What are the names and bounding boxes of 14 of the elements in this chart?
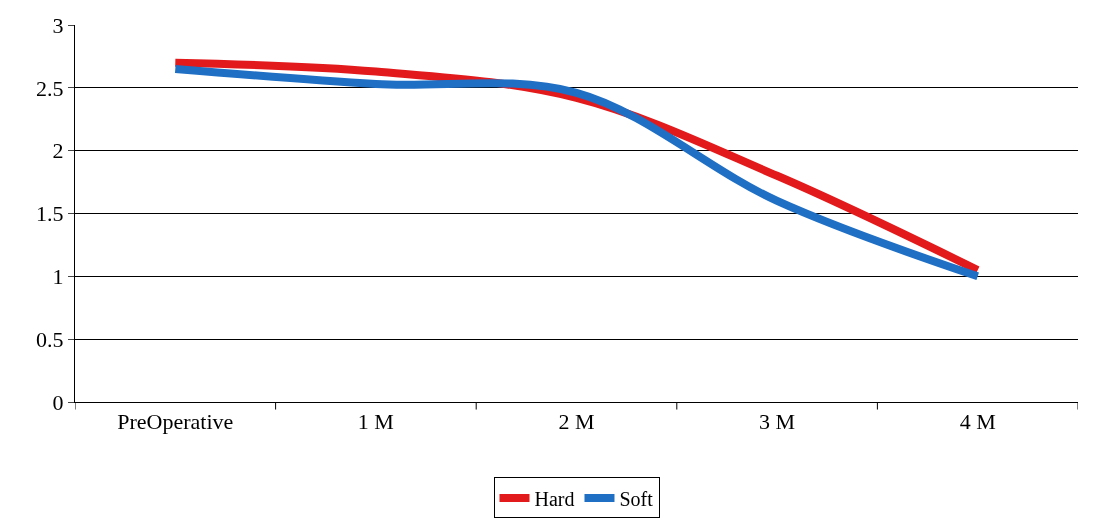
x-tick-label: PreOperative [117, 409, 234, 435]
y-tick-label: 0 [52, 389, 64, 415]
y-tick-label: 1 [52, 264, 64, 290]
legend-label: Soft [619, 487, 654, 510]
y-tick-label: 1.5 [36, 201, 64, 227]
x-tick-label: 2 M [558, 409, 595, 435]
x-tick-label: 3 M [759, 409, 796, 435]
x-tick-label: 4 M [959, 409, 996, 435]
y-tick-label: 2 [52, 138, 64, 164]
y-tick-label: 2.5 [36, 75, 64, 101]
legend-label: Hard [534, 487, 575, 510]
x-tick-label: 1 M [357, 409, 394, 435]
y-tick-label: 3 [52, 12, 64, 38]
y-tick-label: 0.5 [36, 326, 64, 352]
